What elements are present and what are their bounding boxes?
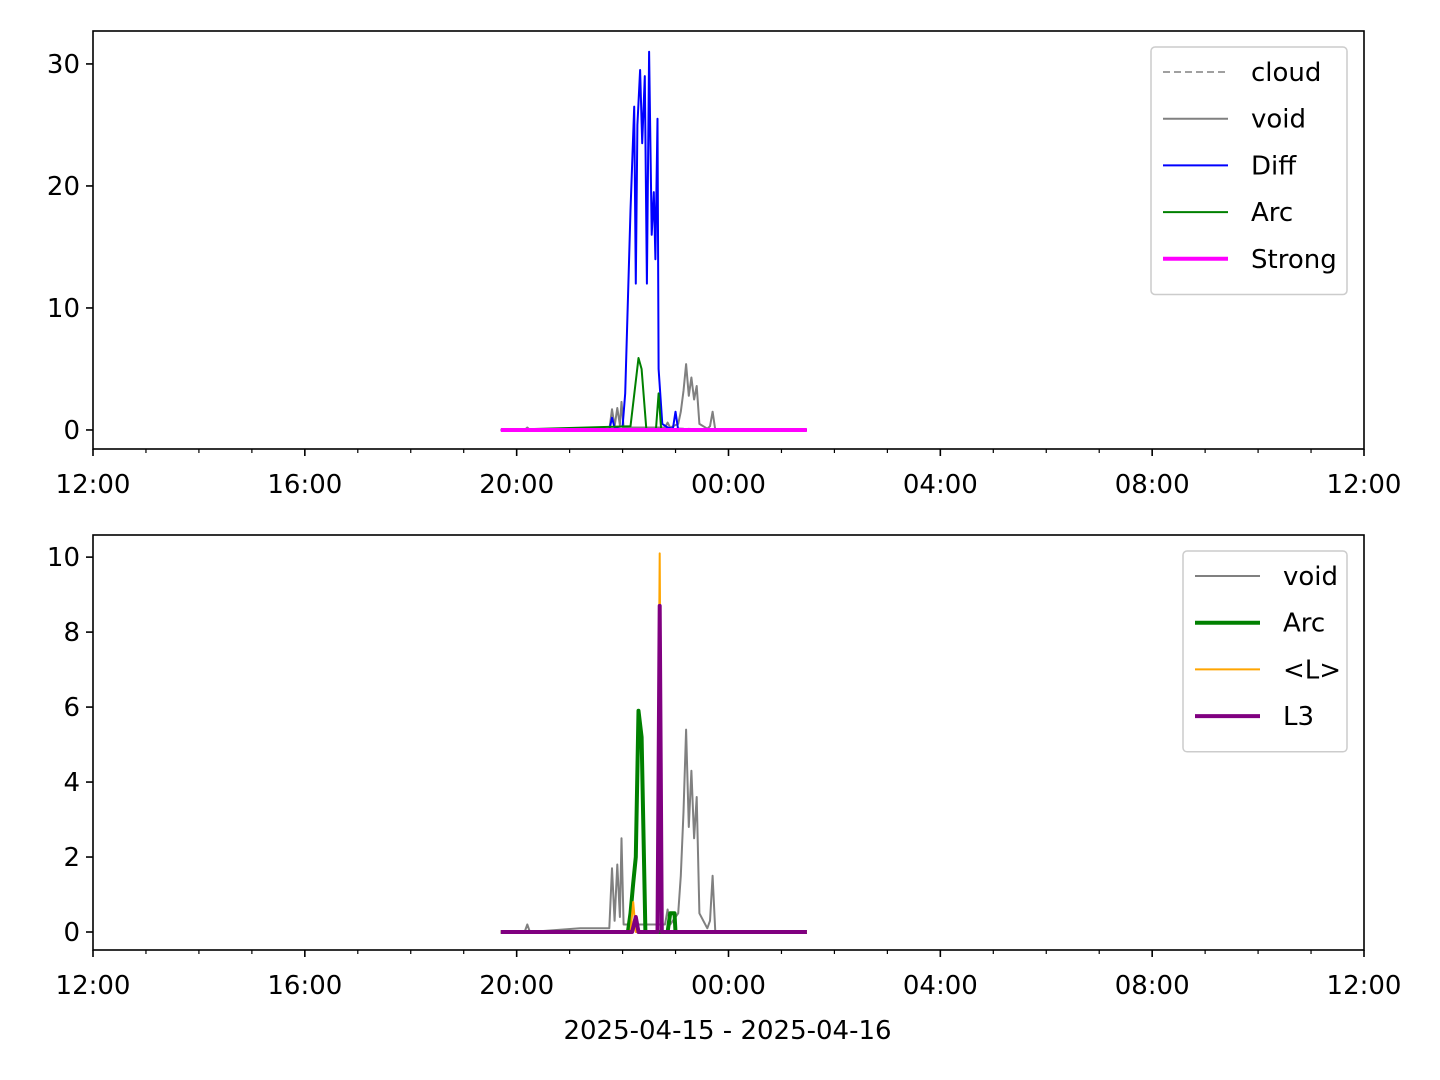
series-line: [500, 363, 807, 431]
y-tick-label: 0: [63, 918, 80, 948]
series-line: [500, 603, 807, 934]
legend-label: void: [1283, 562, 1338, 592]
y-tick-label: 4: [63, 768, 80, 798]
legend-label: Diff: [1251, 151, 1297, 181]
x-tick-label: 00:00: [691, 971, 766, 1001]
y-tick-label: 2: [63, 843, 80, 873]
axes-frame: [92, 30, 1365, 450]
x-tick-label: 04:00: [903, 470, 978, 500]
x-tick-label: 00:00: [691, 470, 766, 500]
series-line: [500, 50, 807, 431]
y-tick-label: 0: [63, 416, 80, 446]
axes: 0 2 4 6 8 10 12:00 16:00 20:00 00:00 04:00 08:00 12:…: [47, 534, 1402, 1046]
legend-label: Strong: [1251, 245, 1337, 275]
y-tick-label: 6: [63, 693, 80, 723]
legend-label: Arc: [1283, 609, 1325, 639]
x-axis-label: 2025-04-15 - 2025-04-16: [563, 1016, 891, 1046]
x-tick-label: 20:00: [479, 470, 554, 500]
legend-label: Arc: [1251, 198, 1293, 228]
series-line: [500, 552, 807, 933]
axes: 0 10 20 30 12:00 16:00 20:00 00:00 04:00 08:00 12:…: [47, 30, 1402, 500]
x-tick-label: 12:00: [1327, 470, 1402, 500]
y-tick-label: 10: [47, 294, 80, 324]
y-tick-label: 8: [63, 618, 80, 648]
y-tick-label: 30: [47, 50, 80, 80]
x-tick-label: 08:00: [1115, 971, 1190, 1001]
x-tick-label: 12:00: [1327, 971, 1402, 1001]
legend: cloud void Diff Arc Strong: [1150, 46, 1348, 296]
series-line: [500, 728, 807, 933]
x-tick-label: 16:00: [267, 470, 342, 500]
series-line: [500, 357, 807, 431]
series-line: [500, 708, 807, 934]
legend-label: void: [1251, 105, 1306, 135]
legend-box: [1182, 550, 1348, 753]
legend: void Arc <L> L3: [1182, 550, 1348, 753]
legend-label: cloud: [1251, 58, 1321, 88]
legend-label: <L>: [1283, 655, 1341, 685]
x-tick-label: 20:00: [479, 971, 554, 1001]
y-tick-label: 20: [47, 172, 80, 202]
legend-label: L3: [1283, 702, 1314, 732]
x-tick-label: 12:00: [56, 470, 131, 500]
y-tick-label: 10: [47, 543, 80, 573]
axes-frame: [92, 534, 1365, 951]
x-tick-label: 12:00: [56, 971, 131, 1001]
x-tick-label: 08:00: [1115, 470, 1190, 500]
x-tick-label: 04:00: [903, 971, 978, 1001]
legend-box: [1150, 46, 1348, 296]
x-tick-label: 16:00: [267, 971, 342, 1001]
